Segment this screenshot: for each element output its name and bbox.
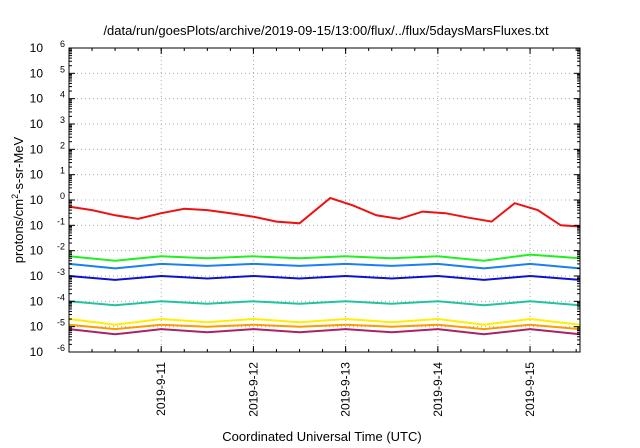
y-tick-label: 10 2 [30, 140, 65, 156]
y-tick-label: 10 -4 [30, 292, 65, 308]
x-axis-label: Coordinated Universal Time (UTC) [222, 429, 421, 444]
y-tick-label: 10 -3 [30, 267, 65, 283]
y-axis-label: protons/cm2-s-sr-MeV [10, 136, 26, 263]
y-tick-label: 10 6 [30, 39, 65, 55]
series-line-0 [68, 196, 581, 228]
series-line-1 [68, 253, 581, 262]
chart-title: /data/run/goesPlots/archive/2019-09-15/1… [103, 23, 549, 38]
series-line-2 [68, 262, 581, 270]
y-tick-label: 10 5 [30, 64, 65, 80]
x-tick-label: 2019-9-15 [523, 362, 537, 417]
y-axis: 10 -6 10 -5 10 -4 10 -3 10 -2 10 -1 10 0 10 1 10 2 10 3 10 4 1… [30, 39, 580, 359]
y-tick-label: 10 3 [30, 115, 65, 131]
y-tick-label: 10 4 [30, 90, 65, 106]
series-line-4 [68, 300, 581, 307]
series-line-6 [68, 323, 581, 331]
y-tick-label: 10 1 [30, 166, 65, 182]
y-tick-label: 10 0 [30, 191, 65, 207]
x-tick-label: 2019-9-14 [431, 362, 445, 417]
y-tick-label: 10 -1 [30, 216, 65, 232]
series-line-3 [68, 274, 581, 281]
x-tick-label: 2019-9-13 [339, 362, 353, 417]
series-line-7 [68, 328, 581, 336]
series-layer [68, 196, 581, 336]
x-tick-label: 2019-9-12 [246, 362, 260, 417]
series-line-5 [68, 317, 581, 326]
grid [69, 48, 580, 352]
y-tick-label: 10 -2 [30, 242, 65, 258]
x-axis: 2019-9-11 2019-9-12 2019-9-13 2019-9-14 2019… [91, 48, 577, 417]
y-tick-label: 10 -6 [30, 343, 65, 359]
y-tick-label: 10 -5 [30, 318, 65, 334]
x-tick-label: 2019-9-11 [154, 362, 168, 416]
